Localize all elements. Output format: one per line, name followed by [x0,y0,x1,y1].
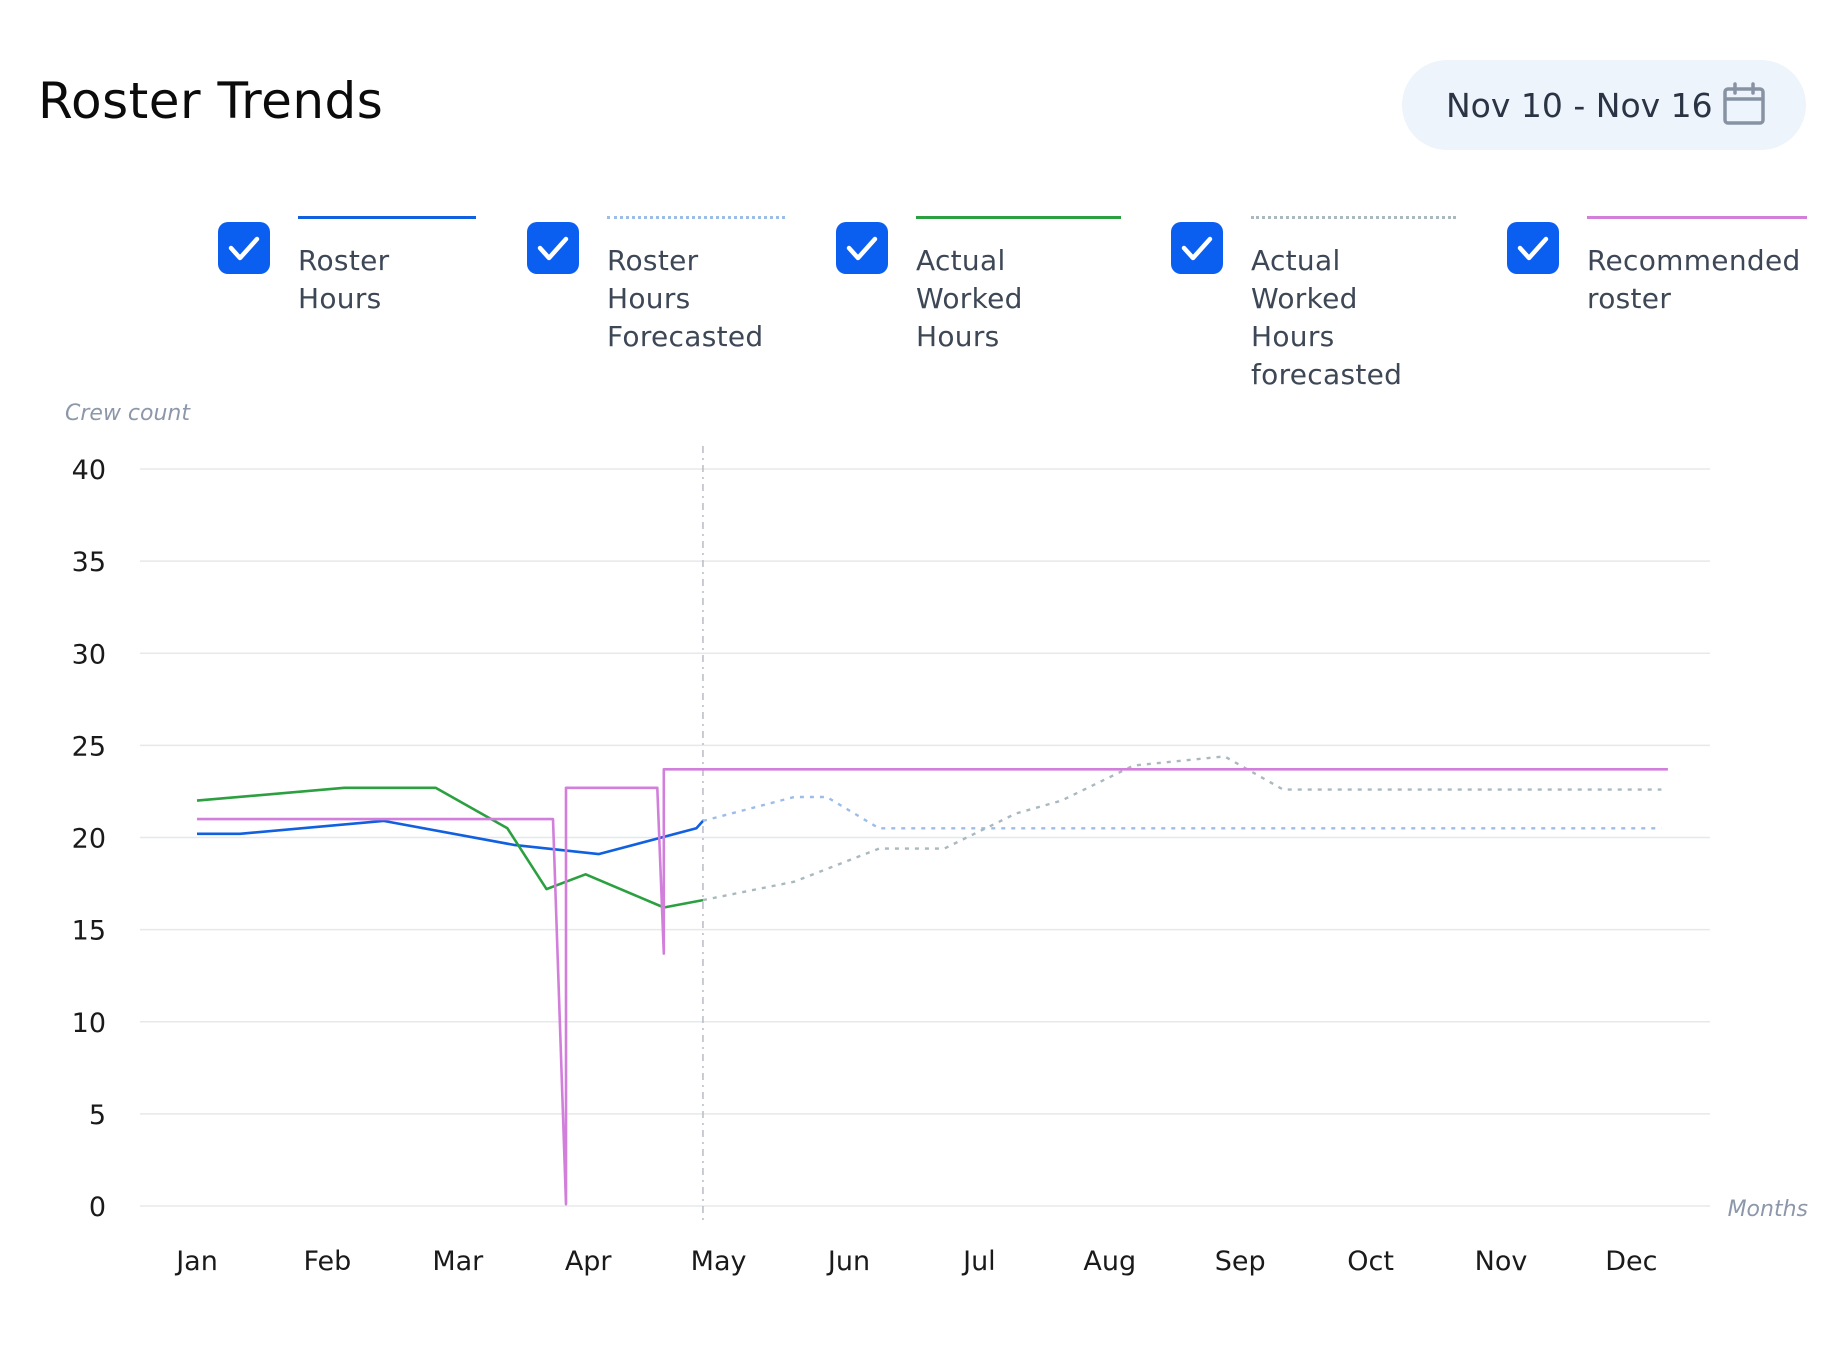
y-tick-label: 10 [72,1008,106,1039]
legend-label-line: Hours [1251,320,1335,353]
x-tick-label: Nov [1475,1246,1528,1277]
legend-checkbox-recommended[interactable] [1507,222,1559,274]
x-tick-label: Feb [303,1246,351,1277]
x-tick-label: Mar [432,1246,484,1277]
series-line-actual-forecast [702,755,1662,902]
checkmark-icon [1517,236,1549,261]
legend-label-line: Recommended [1587,244,1801,277]
legend-checkbox-roster[interactable] [218,222,270,274]
legend-label-line: Roster Hours [298,244,390,315]
x-tick-label: Dec [1605,1246,1657,1277]
line-chart: 0 5 10 15 20 25 30 35 40 Jan Feb Mar Apr May Jun Jul Aug… [65,401,1808,1277]
legend-label-actual: Actual Worked Hours [916,242,1023,356]
y-tick-label: 25 [72,731,106,762]
x-tick-label: Jun [826,1246,870,1277]
x-tick-label: May [691,1246,747,1277]
x-tick-label: Jul [961,1246,996,1277]
checkmark-icon [1181,236,1213,261]
legend-label-line: Hours [916,320,1000,353]
series-line-recommended [197,767,1668,1206]
legend-swatch-roster-forecast [607,216,785,219]
checkmark-icon [228,236,260,261]
x-axis-title: Months [1728,1197,1808,1222]
legend-label-line: Roster Hours [607,244,699,315]
calendar-icon [1723,82,1765,125]
checkmark-icon [846,236,878,261]
legend-label-roster: Roster Hours [298,242,389,318]
x-tick-label: Jan [174,1246,218,1277]
x-tick-label: Oct [1347,1246,1394,1277]
y-tick-label: 20 [72,824,106,855]
y-tick-label: 0 [89,1192,106,1223]
y-tick-label: 35 [72,547,106,578]
legend-swatch-actual-forecast [1251,216,1456,219]
x-tick-label: Sep [1215,1246,1266,1277]
legend-checkbox-roster-forecast[interactable] [527,222,579,274]
series-line-actual [196,786,704,909]
y-tick-label: 30 [72,639,106,670]
legend-swatch-recommended [1587,216,1807,219]
series-line-roster-forecast [702,795,1662,830]
series-line-roster [197,819,704,856]
checkmark-icon [537,236,569,261]
y-tick-label: 15 [72,916,106,947]
page-title: Roster Trends [38,72,384,130]
legend-swatch-actual [916,216,1121,219]
date-range-label: Nov 10 - Nov 16 [1446,85,1713,125]
legend-label-line: roster [1587,282,1672,315]
y-tick-label: 40 [72,455,106,486]
legend-label-roster-forecast: Roster Hours Forecasted [607,242,763,356]
legend-label-line: forecasted [1251,358,1403,391]
x-tick-label: Apr [565,1246,613,1277]
legend-swatch-roster [298,216,476,219]
legend-label-line: Actual Worked [1251,244,1358,315]
y-tick-label: 5 [89,1100,106,1131]
y-axis-title: Crew count [65,401,191,426]
legend-label-line: Actual Worked [916,244,1023,315]
x-tick-label: Aug [1083,1246,1136,1277]
legend-label-actual-forecast: Actual Worked Hours forecasted [1251,242,1402,394]
legend-label-line: Forecasted [607,320,764,353]
legend-checkbox-actual[interactable] [836,222,888,274]
legend-checkbox-actual-forecast[interactable] [1171,222,1223,274]
date-range-button[interactable]: Nov 10 - Nov 16 [1402,60,1806,150]
legend-label-recommended: Recommended roster [1587,242,1801,318]
